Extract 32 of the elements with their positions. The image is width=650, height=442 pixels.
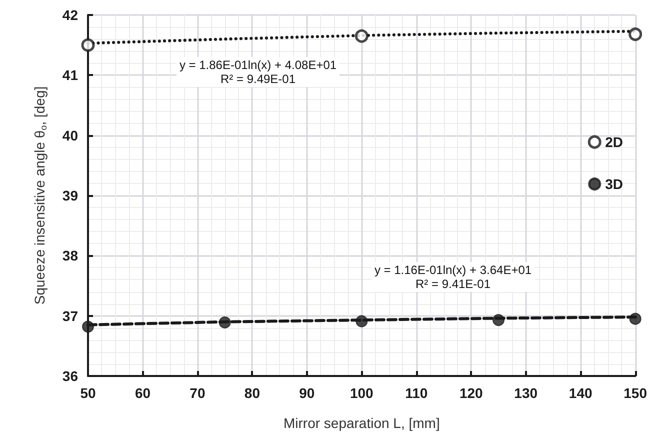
y-tick-label: 38 (62, 248, 78, 264)
x-tick-label: 90 (299, 385, 315, 401)
x-tick-label: 100 (350, 385, 374, 401)
annotation: y = 1.16E-01ln(x) + 3.64E+01 R² = 9.41E-01 (374, 263, 532, 291)
y-tick-label: 40 (62, 127, 78, 144)
x-tick-label: 50 (80, 385, 96, 401)
y-tick-label: 42 (62, 7, 78, 23)
legend-label: 2D (605, 134, 624, 150)
y-tick-label: 36 (62, 368, 78, 384)
point (218, 316, 231, 328)
y-axis-title: Squeeze insensitive angle θo, [deg] (32, 86, 48, 305)
point (628, 28, 642, 41)
x-tick-label: 120 (459, 385, 484, 401)
x-tick-label: 60 (134, 385, 151, 401)
y-tick-label: 37 (62, 308, 78, 324)
point (356, 315, 368, 328)
x-axis-title: Mirror separation L, [mm] (283, 415, 440, 431)
x-tick-label: 140 (568, 385, 592, 401)
x-tick-label: 110 (405, 385, 428, 401)
x-tick-label: 150 (624, 385, 648, 401)
point (629, 312, 642, 325)
y-tick-label: 39 (62, 188, 78, 204)
point (492, 314, 504, 326)
x-tick-label: 70 (190, 385, 206, 401)
point (354, 29, 368, 43)
legend-label: 3D (605, 176, 624, 192)
point (81, 38, 95, 52)
annotation: y = 1.86E-01ln(x) + 4.08E+01 R² = 9.49E-01 (179, 58, 337, 86)
x-tick-label: 80 (244, 385, 260, 401)
point (82, 320, 94, 333)
x-tick-label: 130 (514, 385, 538, 401)
y-tick-label: 41 (62, 67, 78, 84)
